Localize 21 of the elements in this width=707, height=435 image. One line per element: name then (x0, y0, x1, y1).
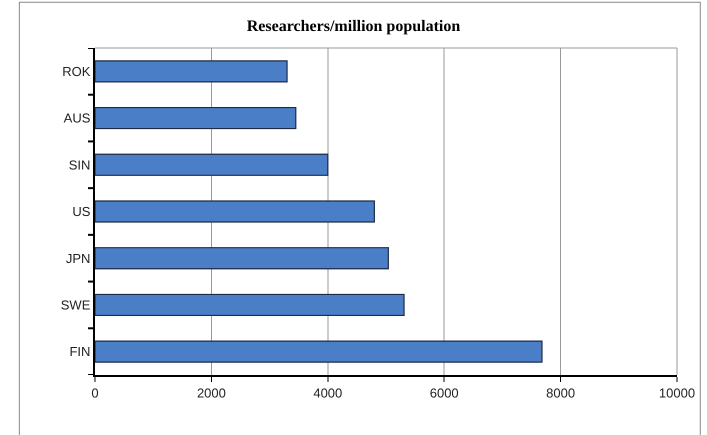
x-tick-label: 0 (91, 386, 99, 401)
y-tick-label: AUS (64, 110, 91, 126)
chart-title: Researchers/million population (246, 18, 460, 35)
y-tick-label: JPN (66, 250, 90, 266)
y-tick-label: ROK (62, 64, 91, 79)
bar (95, 340, 543, 363)
y-tick-label: SWE (60, 297, 91, 312)
bar (95, 247, 389, 270)
x-tick-label: 6000 (430, 386, 459, 401)
y-tick-label: SIN (68, 157, 90, 172)
bar (95, 106, 296, 130)
bar (95, 60, 288, 82)
y-tick-label: FIN (69, 344, 90, 360)
y-tick-label: US (72, 204, 91, 220)
x-tick-label: 2000 (196, 386, 226, 401)
bar (95, 294, 405, 316)
x-tick-label: 10000 (658, 386, 696, 401)
bar (95, 154, 328, 176)
x-tick-label: 8000 (546, 386, 576, 401)
x-tick-label: 4000 (313, 386, 342, 401)
bar (95, 200, 375, 223)
